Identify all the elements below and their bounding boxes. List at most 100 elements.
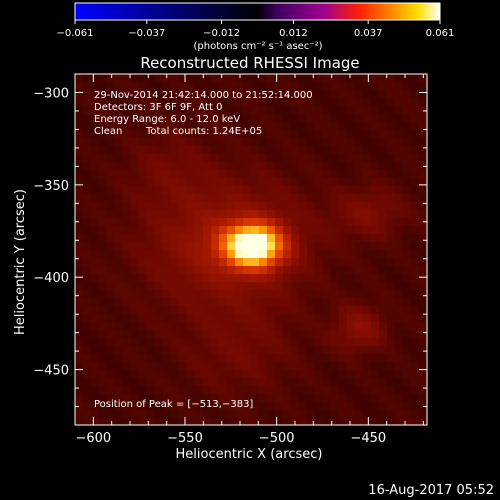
heatmap-cell [139,370,147,378]
heatmap-cell [211,114,219,122]
heatmap-cell [235,410,243,418]
heatmap-cell [355,322,363,330]
heatmap-cell [211,194,219,202]
heatmap-cell [211,250,219,258]
heatmap-cell [347,282,355,290]
heatmap-cell [99,250,107,258]
heatmap-cell [171,218,179,226]
heatmap-cell [315,226,323,234]
heatmap-cell [147,178,155,186]
heatmap-cell [267,282,275,290]
heatmap-cell [379,106,387,114]
heatmap-cell [411,74,419,82]
heatmap-cell [219,154,227,162]
heatmap-cell [339,402,347,410]
heatmap-cell [99,226,107,234]
heatmap-cell [211,258,219,266]
colorbar-unit-label: (photons cm⁻² s⁻¹ asec⁻²) [193,41,322,52]
heatmap-cell [75,386,83,394]
heatmap-cell [179,154,187,162]
heatmap-cell [203,154,211,162]
heatmap-cell [203,90,211,98]
heatmap-cell [123,282,131,290]
heatmap-cell [139,314,147,322]
axis-ticks: −600 −550 −500 −450−300−350−400−450 [33,73,427,446]
heatmap-cell [283,74,291,82]
heatmap-cell [403,354,411,362]
heatmap-cell [363,74,371,82]
heatmap-cell [91,146,99,154]
heatmap-cell [387,378,395,386]
heatmap-cell [179,138,187,146]
heatmap-cell [379,402,387,410]
heatmap-cell [235,178,243,186]
heatmap-cell [363,114,371,122]
heatmap-cell [187,98,195,106]
heatmap-cell [267,250,275,258]
heatmap-cell [363,282,371,290]
heatmap-cell [195,130,203,138]
heatmap-cell [219,90,227,98]
heatmap-cell [331,82,339,90]
heatmap-cell [419,386,427,394]
heatmap-cell [187,338,195,346]
heatmap-cell [91,114,99,122]
heatmap-cell [131,82,139,90]
heatmap-cell [339,98,347,106]
heatmap-cell [323,410,331,418]
heatmap-cell [347,306,355,314]
heatmap-cell [243,306,251,314]
heatmap-cell [235,170,243,178]
heatmap-cell [419,410,427,418]
heatmap-cell [155,186,163,194]
heatmap-cell [243,322,251,330]
heatmap-cell [75,378,83,386]
heatmap-cell [75,170,83,178]
heatmap-cell [187,282,195,290]
heatmap-cell [171,330,179,338]
heatmap-cell [371,306,379,314]
heatmap-cell [115,82,123,90]
heatmap-cell [83,338,91,346]
heatmap-cell [219,298,227,306]
heatmap-cell [227,338,235,346]
heatmap-cell [171,298,179,306]
heatmap-cell [411,250,419,258]
heatmap-cell [195,218,203,226]
heatmap-cell [203,162,211,170]
heatmap-cell [187,354,195,362]
heatmap-cell [163,138,171,146]
heatmap-cell [355,386,363,394]
heatmap-cell [355,98,363,106]
heatmap-cell [275,362,283,370]
heatmap-cell [323,282,331,290]
heatmap-cell [355,354,363,362]
heatmap-cell [339,186,347,194]
heatmap-cell [107,250,115,258]
heatmap-cell [147,122,155,130]
heatmap-cell [283,410,291,418]
heatmap-cell [387,154,395,162]
heatmap-cell [219,106,227,114]
heatmap-cell [411,122,419,130]
heatmap-cell [83,362,91,370]
heatmap-cell [259,346,267,354]
heatmap-cell [123,74,131,82]
heatmap-cell [211,370,219,378]
heatmap-cell [195,314,203,322]
heatmap-cell [195,170,203,178]
heatmap-cell [419,346,427,354]
heatmap-cell [371,402,379,410]
annotation-detectors: Detectors: 3F 6F 9F, Att 0 [94,102,222,113]
heatmap-cell [75,410,83,418]
heatmap-cell [235,282,243,290]
heatmap-cell [275,114,283,122]
heatmap-cell [315,298,323,306]
heatmap-cell [131,242,139,250]
plot-frame [74,73,428,426]
heatmap-cell [227,226,235,234]
heatmap-cell [227,370,235,378]
heatmap-cell [347,138,355,146]
heatmap-cell [163,370,171,378]
heatmap-cell [195,226,203,234]
